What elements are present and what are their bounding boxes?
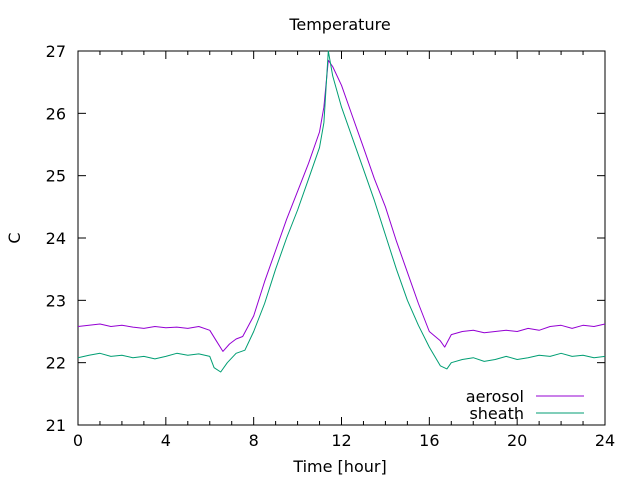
y-tick-label: 27 — [46, 42, 66, 61]
series-layer — [77, 50, 606, 373]
y-tick-label: 26 — [46, 104, 66, 123]
x-tick-label: 4 — [161, 431, 171, 450]
y-tick-label: 23 — [46, 291, 66, 310]
x-tick-label: 20 — [507, 431, 527, 450]
axis-ticks: 0 4 8 12 16 20 24 21 22 23 24 25 26 27 — [46, 42, 616, 450]
x-tick-label: 16 — [419, 431, 439, 450]
y-tick-label: 22 — [46, 354, 66, 373]
legend-label-aerosol: aerosol — [466, 387, 524, 406]
x-axis-label: Time [hour] — [292, 457, 386, 476]
x-tick-label: 8 — [249, 431, 259, 450]
legend-label-sheath: sheath — [469, 404, 524, 423]
x-tick-label: 0 — [73, 431, 83, 450]
series-line-aerosol — [77, 59, 606, 352]
y-axis-label: C — [5, 232, 24, 243]
y-tick-label: 24 — [46, 229, 66, 248]
y-tick-label: 25 — [46, 167, 66, 186]
y-tick-label: 21 — [46, 416, 66, 435]
series-line-sheath — [77, 50, 606, 373]
x-tick-label: 12 — [331, 431, 351, 450]
chart-title: Temperature — [288, 15, 390, 34]
x-tick-label: 24 — [595, 431, 615, 450]
